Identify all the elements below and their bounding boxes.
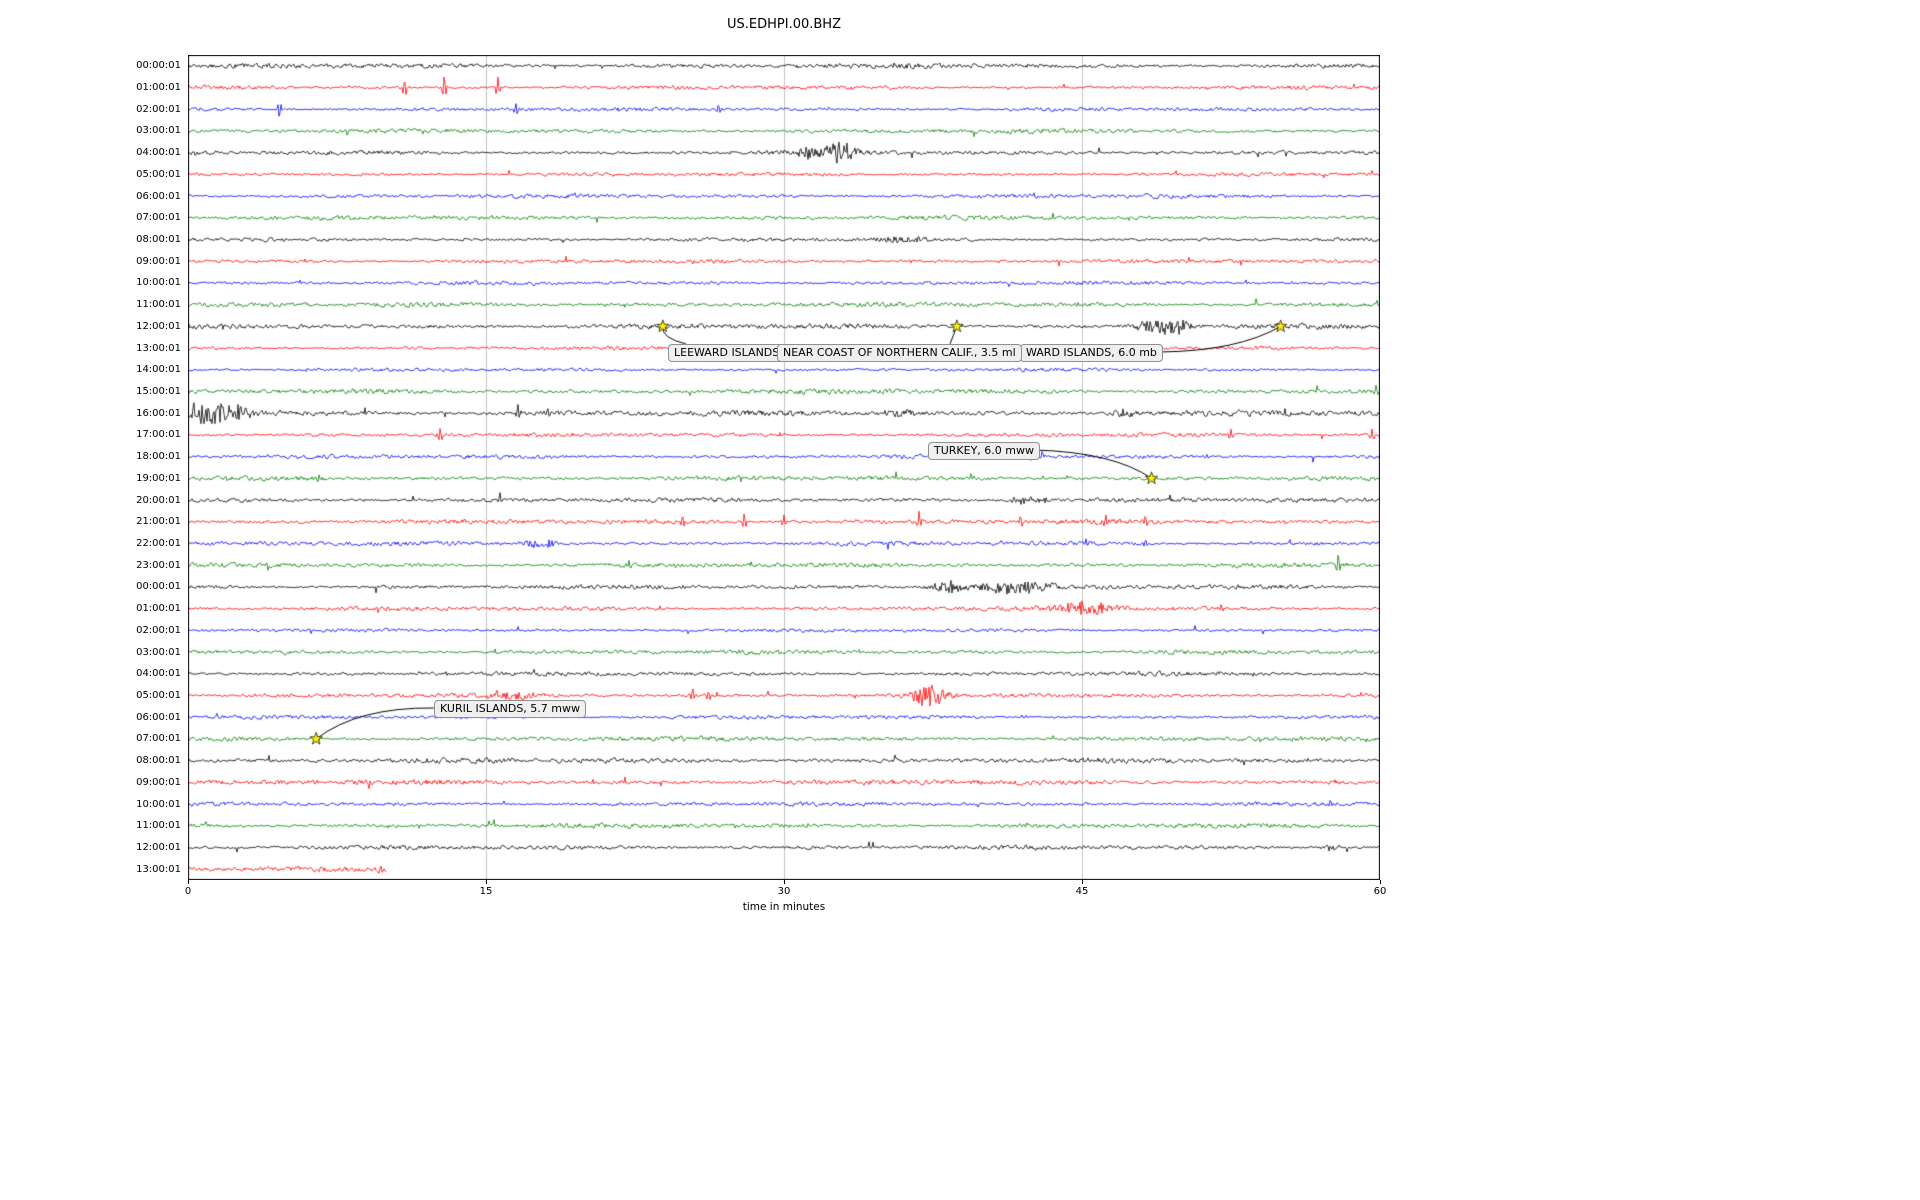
y-tick-label: 01:00:01 [136,82,181,94]
y-tick-label: 18:00:01 [136,451,181,463]
event-annotation: LEEWARD ISLANDS [668,344,786,362]
y-tick-label: 14:00:01 [136,364,181,376]
y-tick-label: 15:00:01 [136,386,181,397]
y-tick-label: 08:00:01 [136,234,181,246]
y-tick-label: 04:00:01 [136,668,181,680]
y-tick-label: 10:00:01 [136,798,181,810]
y-tick-label: 13:00:01 [136,342,181,354]
y-tick-label: 20:00:01 [136,494,181,506]
y-tick-label: 19:00:01 [136,472,181,484]
y-tick-label: 05:00:01 [136,168,181,180]
y-tick-label: 13:00:01 [136,863,181,875]
y-tick-label: 22:00:01 [136,537,181,549]
x-tick-label: 60 [1373,886,1387,897]
y-tick-label: 05:00:01 [136,689,181,701]
trace-canvas [188,55,1380,880]
y-tick-label: 06:00:01 [136,190,181,202]
y-tick-label: 23:00:01 [136,559,181,571]
event-annotation: WARD ISLANDS, 6.0 mb [1020,344,1163,362]
y-tick-label: 01:00:01 [136,603,181,615]
y-tick-label: 00:00:01 [136,581,181,593]
y-tick-label: 12:00:01 [136,841,181,853]
y-tick-label: 11:00:01 [136,299,181,311]
y-tick-label: 11:00:01 [136,820,181,832]
x-tick-label: 30 [777,886,791,897]
x-tick-mark [784,880,785,884]
event-annotation: KURIL ISLANDS, 5.7 mww [434,700,586,718]
y-tick-label: 07:00:01 [136,212,181,224]
y-tick-label: 02:00:01 [136,624,181,636]
y-tick-label: 03:00:01 [136,646,181,658]
x-tick-mark [486,880,487,884]
y-tick-label: 09:00:01 [136,255,181,267]
x-tick-mark [188,880,189,884]
x-tick-label: 0 [184,886,192,897]
y-tick-label: 16:00:01 [136,407,181,419]
y-tick-label: 02:00:01 [136,103,181,115]
y-tick-label: 06:00:01 [136,711,181,723]
y-tick-label: 08:00:01 [136,755,181,767]
y-tick-label: 04:00:01 [136,147,181,159]
y-tick-label: 10:00:01 [136,277,181,289]
x-tick-mark [1380,880,1381,884]
y-tick-label: 17:00:01 [136,429,181,441]
y-tick-label: 12:00:01 [136,320,181,332]
y-tick-label: 03:00:01 [136,125,181,137]
x-axis-label: time in minutes [742,901,826,913]
x-tick-label: 45 [1075,886,1089,897]
event-annotation: NEAR COAST OF NORTHERN CALIF., 3.5 ml [777,344,1022,362]
y-tick-label: 21:00:01 [136,516,181,528]
y-tick-label: 09:00:01 [136,776,181,788]
event-annotation: TURKEY, 6.0 mww [928,442,1040,460]
plot-area [188,55,1380,880]
x-tick-label: 15 [479,886,493,897]
y-tick-label: 00:00:01 [136,60,181,72]
figure-title: US.EDHPI.00.BHZ [727,17,841,32]
x-tick-mark [1082,880,1083,884]
y-tick-label: 07:00:01 [136,733,181,745]
